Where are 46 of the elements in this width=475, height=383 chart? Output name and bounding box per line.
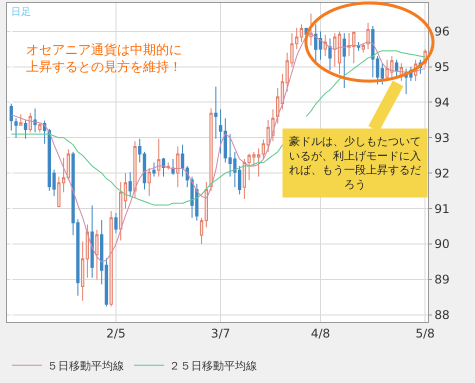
y-tick-label: 90 <box>434 237 450 252</box>
line-series <box>10 34 426 262</box>
candlestick <box>152 162 156 178</box>
candlestick <box>33 108 37 133</box>
candlestick <box>157 138 160 178</box>
annotation: 日足 <box>11 7 31 18</box>
candlestick <box>133 140 137 198</box>
candlestick <box>95 229 99 280</box>
candlestick <box>90 204 94 278</box>
candlestick <box>10 103 13 132</box>
y-tick-label: 93 <box>434 130 450 145</box>
candlestick <box>356 41 360 52</box>
x-tick-label: 2/5 <box>106 326 126 340</box>
candlestick <box>394 59 398 78</box>
candlestick <box>110 210 113 307</box>
candlestick <box>38 123 42 133</box>
x-tick-label: 3/7 <box>210 326 230 340</box>
candlestick <box>148 167 151 196</box>
candlestick <box>366 22 370 50</box>
candlestick <box>342 32 346 89</box>
y-tick-label: 95 <box>434 60 450 74</box>
candlestick <box>24 119 28 140</box>
text: オセアニア通貨は中期的に上昇するとの見方を維持！ <box>26 43 182 75</box>
candlestick <box>171 158 175 176</box>
legend-label: ５日移動平均線 <box>47 360 124 372</box>
candlestick <box>14 118 18 138</box>
candlestick <box>128 172 132 196</box>
candlestick <box>19 114 22 126</box>
candlestick <box>176 146 180 188</box>
candlestick <box>114 212 118 234</box>
candlestick <box>362 43 365 54</box>
y-tick-label: 91 <box>434 202 450 216</box>
y-tick-label: 92 <box>434 166 450 180</box>
legend-label: ２５日移動平均線 <box>169 360 257 372</box>
y-tick-label: 89 <box>434 272 450 287</box>
x-tick-label: 5/8 <box>415 326 435 340</box>
y-tick-label: 96 <box>434 24 450 39</box>
candlestick <box>162 157 166 178</box>
candlestick <box>28 112 32 133</box>
annotation: 豪ドルは、少しもたついているが、利上げモードに入れば、もう一段上昇するだろう <box>289 135 421 191</box>
candlestick <box>324 34 327 57</box>
y-tick-label: 88 <box>434 308 450 322</box>
x-tick-label: 4/8 <box>310 326 330 340</box>
candlestick <box>328 38 332 71</box>
y-tick-label: 94 <box>434 95 450 110</box>
candlestick <box>214 86 218 140</box>
